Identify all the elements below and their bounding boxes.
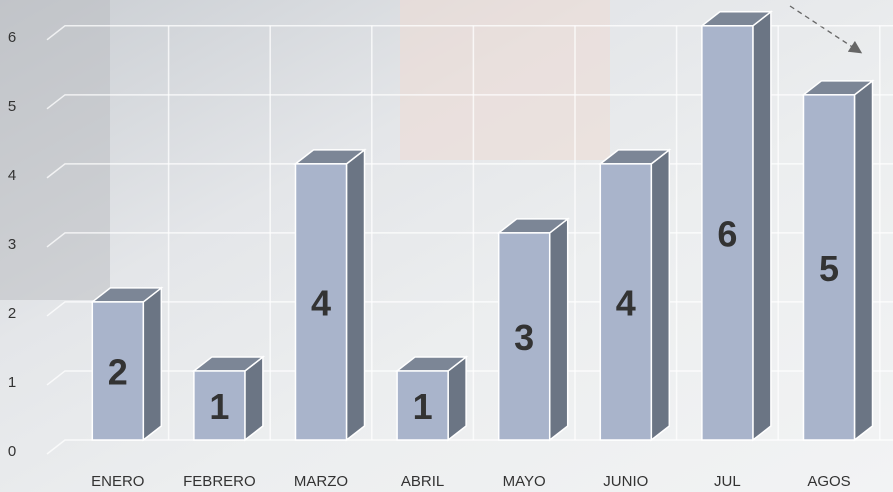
y-tick-label: 2 — [8, 305, 16, 322]
x-tick-label: ENERO — [91, 473, 144, 490]
y-tick-label: 3 — [8, 236, 16, 253]
bar-side — [651, 150, 669, 440]
x-tick-label: JUNIO — [603, 473, 648, 490]
background-figure — [0, 0, 110, 300]
data-label: 4 — [616, 282, 636, 323]
bar-side — [347, 150, 365, 440]
data-label: 1 — [413, 386, 433, 427]
bar-side — [550, 219, 568, 440]
background-building — [400, 0, 610, 160]
x-tick-label: AGOS — [807, 473, 850, 490]
y-tick-label: 4 — [8, 167, 16, 184]
x-tick-label: ABRIL — [401, 473, 444, 490]
bar-side — [855, 81, 873, 440]
x-tick-label: JUL — [714, 473, 741, 490]
y-tick-label: 6 — [8, 29, 16, 46]
data-label: 6 — [717, 213, 737, 254]
x-tick-label: MARZO — [294, 473, 348, 490]
y-tick-label: 0 — [8, 443, 16, 460]
x-tick-label: FEBRERO — [183, 473, 256, 490]
data-label: 1 — [209, 386, 229, 427]
x-tick-label: MAYO — [503, 473, 546, 490]
data-label: 4 — [311, 282, 331, 323]
data-label: 3 — [514, 317, 534, 358]
chart: 0 1 2 3 4 5 6 ENERO 2 FEBRERO 1 MARZO 4 ABRIL 1 MAYO 3 J… — [0, 0, 893, 492]
bar-side — [143, 288, 161, 440]
bar-side — [753, 12, 771, 440]
y-tick-label: 5 — [8, 98, 16, 115]
data-label: 5 — [819, 248, 839, 289]
y-tick-label: 1 — [8, 374, 16, 391]
data-label: 2 — [108, 351, 128, 392]
